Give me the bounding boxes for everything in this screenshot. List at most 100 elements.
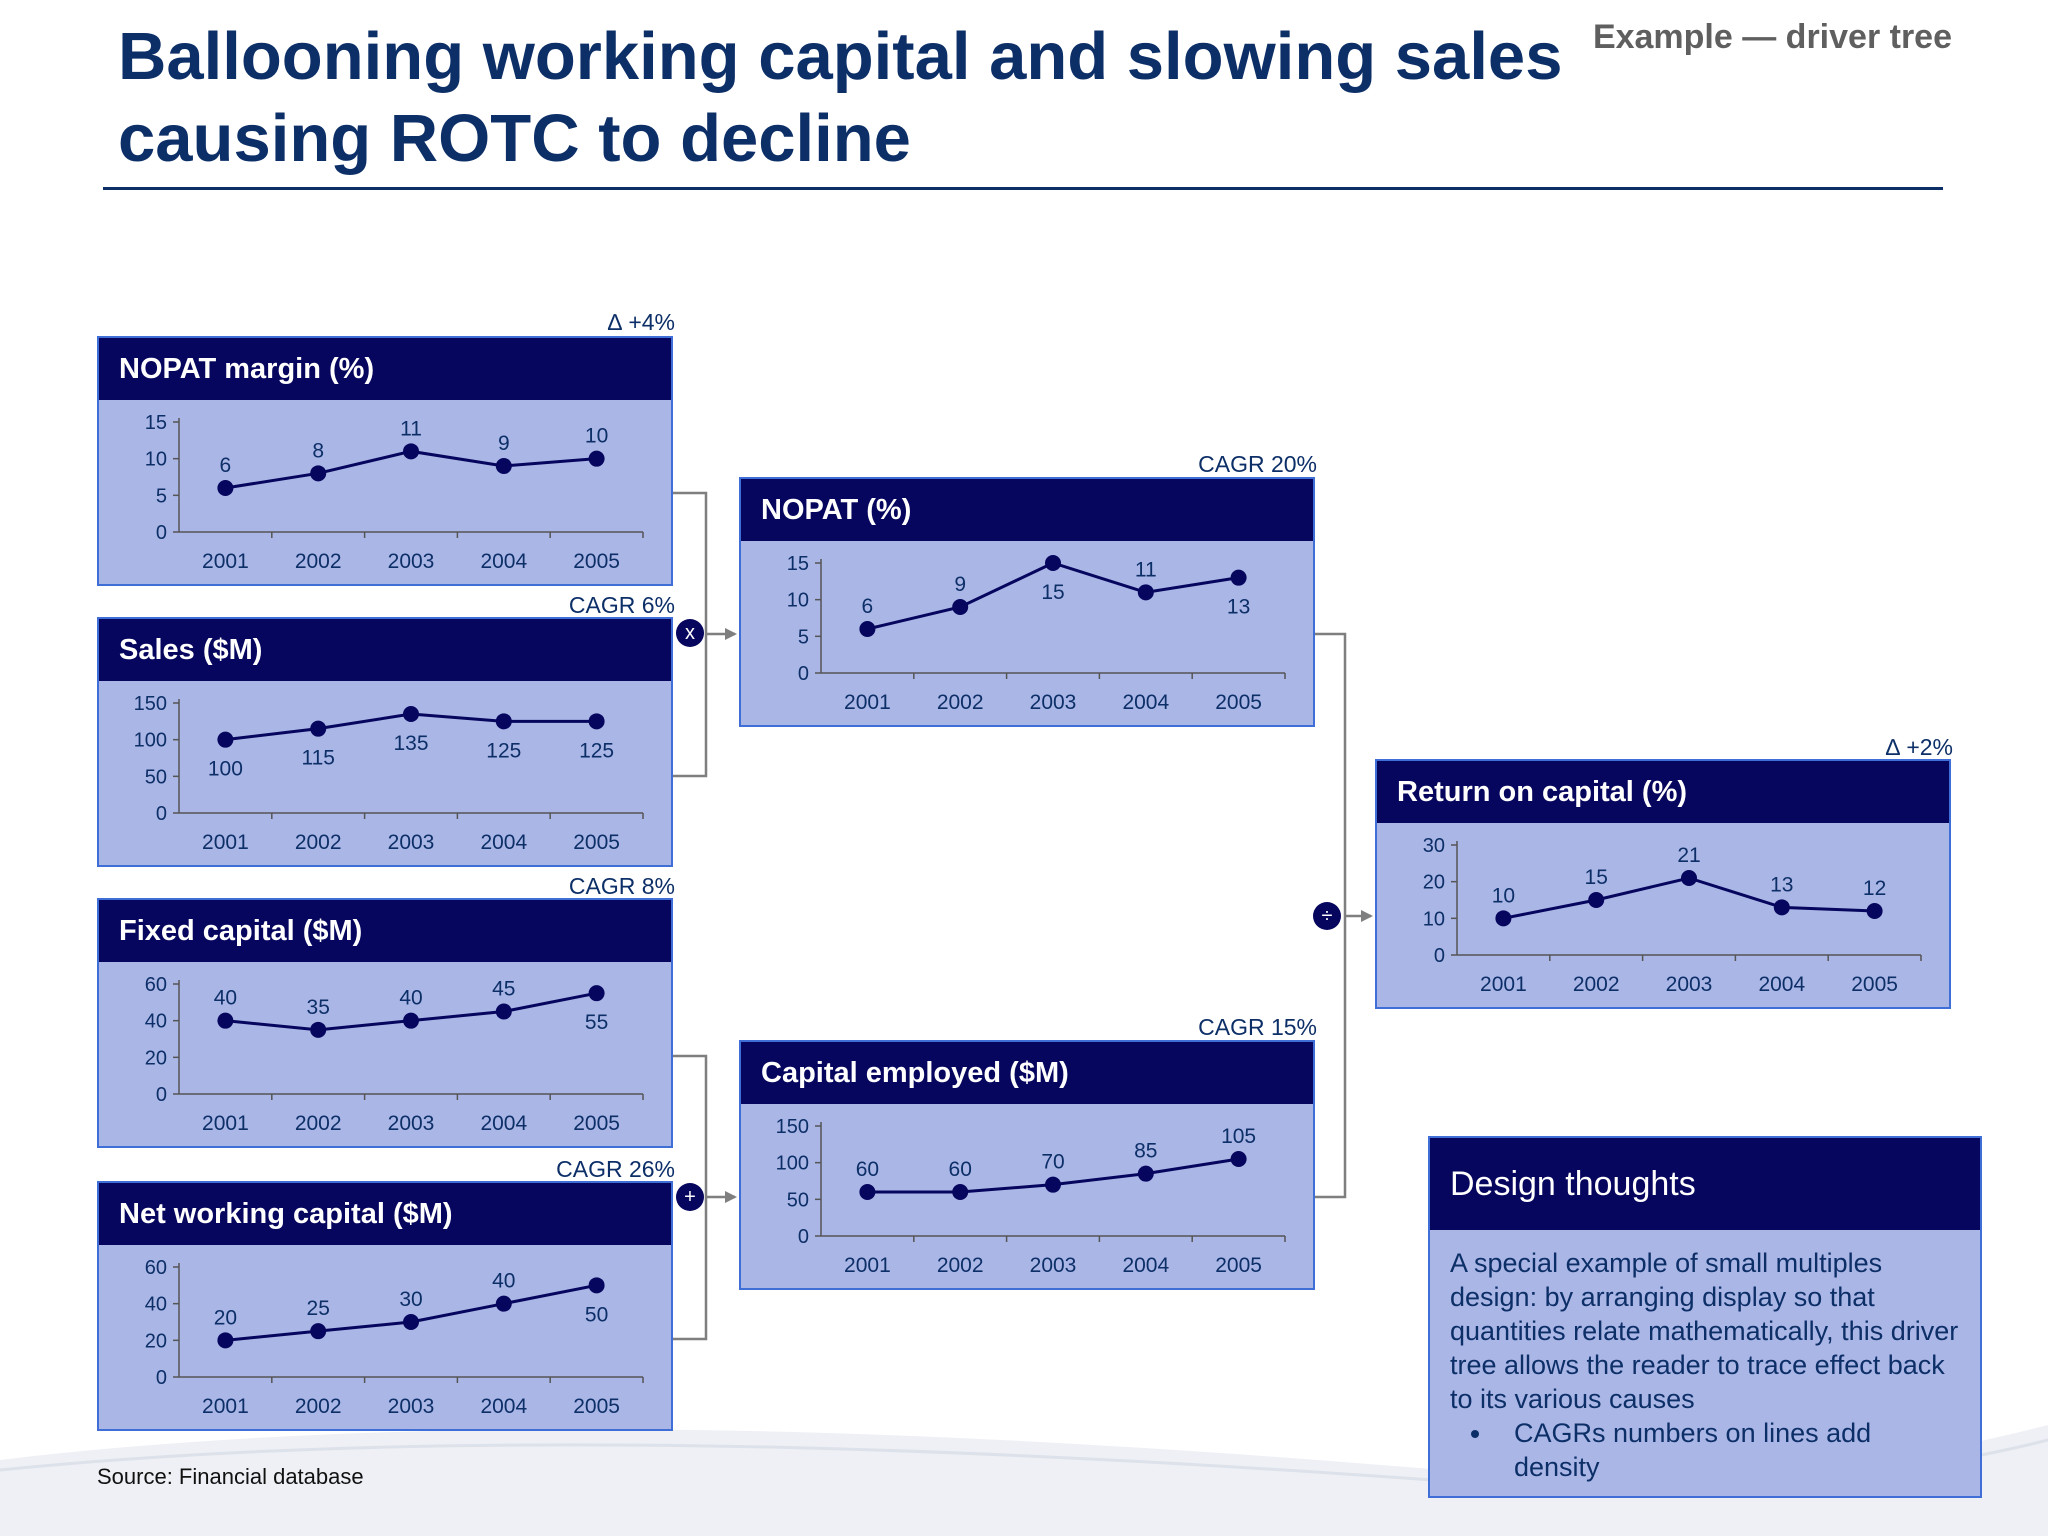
design-thoughts-title: Design thoughts xyxy=(1430,1138,1980,1230)
data-point xyxy=(1866,903,1883,919)
y-tick-label: 100 xyxy=(776,1153,809,1175)
data-point xyxy=(1045,1176,1061,1193)
data-label: 40 xyxy=(492,1270,515,1293)
data-point xyxy=(588,450,605,467)
y-tick-label: 0 xyxy=(798,1226,809,1248)
data-label: 70 xyxy=(1041,1151,1064,1174)
y-tick-label: 30 xyxy=(1423,835,1445,857)
fixed-capital-chart: 0 20 40 60 2001 2002 2003 2004 2005 40 35 40 45 55 xyxy=(145,974,644,1135)
data-label: 125 xyxy=(579,739,614,762)
x-tick-label: 2001 xyxy=(844,1254,891,1277)
data-point xyxy=(403,706,419,722)
x-tick-label: 2003 xyxy=(1666,973,1713,996)
x-tick-label: 2003 xyxy=(388,1395,435,1418)
panel-title: Return on capital (%) xyxy=(1377,761,1949,823)
x-tick-label: 2003 xyxy=(388,550,435,573)
data-label: 30 xyxy=(399,1288,422,1311)
data-label: 25 xyxy=(307,1297,330,1320)
data-point xyxy=(217,1332,234,1349)
y-tick-label: 50 xyxy=(145,766,167,788)
panel-nopat: NOPAT (%) 0 5 10 15 2001 2002 2003 2004 2005 6 9 15… xyxy=(739,477,1315,727)
data-label: 13 xyxy=(1227,596,1250,619)
x-tick-label: 2001 xyxy=(202,831,249,854)
data-point xyxy=(588,1277,605,1294)
data-point xyxy=(588,713,605,730)
y-tick-label: 20 xyxy=(145,1047,167,1069)
y-tick-label: 20 xyxy=(1423,872,1445,894)
nopat-margin-chart: 0 5 10 15 2001 2002 2003 2004 2005 6 8 11 9 10 xyxy=(145,412,644,573)
data-label: 10 xyxy=(1492,884,1515,907)
panel-title: Sales ($M) xyxy=(99,619,671,681)
add-operator: + xyxy=(676,1183,704,1211)
data-point xyxy=(403,443,419,460)
data-label: 12 xyxy=(1863,877,1886,900)
return-on-capital-chart: 0 10 20 30 2001 2002 2003 2004 2005 10 15 21 13 12 xyxy=(1423,835,1922,996)
x-tick-label: 2002 xyxy=(937,691,984,714)
data-point xyxy=(495,1003,512,1020)
x-tick-label: 2004 xyxy=(480,1395,527,1418)
note-net-working-capital: CAGR 26% xyxy=(556,1156,675,1182)
x-tick-label: 2004 xyxy=(1758,973,1805,996)
data-point xyxy=(310,720,327,737)
data-label: 21 xyxy=(1677,844,1700,867)
data-point xyxy=(403,1012,419,1029)
data-label: 10 xyxy=(585,425,608,448)
data-label: 20 xyxy=(214,1306,237,1329)
data-label: 60 xyxy=(856,1158,879,1181)
y-tick-label: 0 xyxy=(156,803,167,825)
y-tick-label: 150 xyxy=(134,693,167,715)
panel-title: NOPAT (%) xyxy=(741,479,1313,541)
y-tick-label: 10 xyxy=(787,590,809,612)
y-tick-label: 15 xyxy=(145,412,167,434)
data-point xyxy=(310,465,327,482)
x-tick-label: 2003 xyxy=(1030,691,1077,714)
y-tick-label: 50 xyxy=(787,1189,809,1211)
data-point xyxy=(1137,1165,1154,1182)
y-tick-label: 0 xyxy=(156,522,167,544)
data-label: 125 xyxy=(486,739,521,762)
panel-sales: Sales ($M) 0 50 100 150 2001 2002 2003 2004 2005… xyxy=(97,617,673,867)
y-tick-label: 0 xyxy=(798,663,809,685)
data-point xyxy=(1045,555,1061,571)
data-label: 40 xyxy=(399,987,422,1010)
x-tick-label: 2002 xyxy=(295,550,342,573)
data-label: 85 xyxy=(1134,1140,1157,1163)
x-tick-label: 2004 xyxy=(480,550,527,573)
note-fixed-capital: CAGR 8% xyxy=(568,873,675,899)
data-label: 35 xyxy=(307,996,330,1019)
x-tick-label: 2005 xyxy=(573,1112,620,1135)
data-label: 15 xyxy=(1585,866,1608,889)
y-tick-label: 0 xyxy=(156,1367,167,1389)
x-tick-label: 2005 xyxy=(1215,1254,1262,1277)
title-rule xyxy=(103,187,1943,190)
x-tick-label: 2005 xyxy=(1215,691,1262,714)
panel-fixed-capital: Fixed capital ($M) 0 20 40 60 2001 2002 2003 20… xyxy=(97,898,673,1148)
x-tick-label: 2005 xyxy=(573,550,620,573)
design-thoughts-bullet: CAGRs numbers on lines add density xyxy=(1494,1416,1960,1484)
data-point xyxy=(952,599,969,615)
x-tick-label: 2001 xyxy=(202,1395,249,1418)
data-label: 6 xyxy=(220,454,232,477)
x-tick-label: 2003 xyxy=(1030,1254,1077,1277)
panel-return-on-capital: Return on capital (%) 0 10 20 30 2001 2002 200… xyxy=(1375,759,1951,1009)
note-sales: CAGR 6% xyxy=(568,592,675,618)
data-point xyxy=(1230,1151,1247,1167)
nopat-chart: 0 5 10 15 2001 2002 2003 2004 2005 6 9 15 11 13 xyxy=(787,553,1286,714)
y-tick-label: 40 xyxy=(145,1294,167,1316)
note-nopat-margin: ∆ +4% xyxy=(607,309,675,335)
multiply-operator: x xyxy=(676,619,704,647)
net-working-capital-chart: 0 20 40 60 2001 2002 2003 2004 2005 20 25 30 40 50 xyxy=(145,1257,644,1418)
note-return-on-capital: ∆ +2% xyxy=(1885,734,1953,760)
data-label: 105 xyxy=(1221,1125,1256,1148)
y-tick-label: 100 xyxy=(134,730,167,752)
data-point xyxy=(495,713,512,730)
y-tick-label: 10 xyxy=(1423,908,1445,930)
data-point xyxy=(217,731,234,748)
page-title: Ballooning working capital and slowing s… xyxy=(118,19,1563,176)
data-point xyxy=(859,621,876,637)
x-tick-label: 2004 xyxy=(1122,691,1169,714)
data-label: 9 xyxy=(954,573,966,596)
data-point xyxy=(495,1295,512,1312)
data-label: 100 xyxy=(208,758,243,781)
x-tick-label: 2002 xyxy=(295,1112,342,1135)
